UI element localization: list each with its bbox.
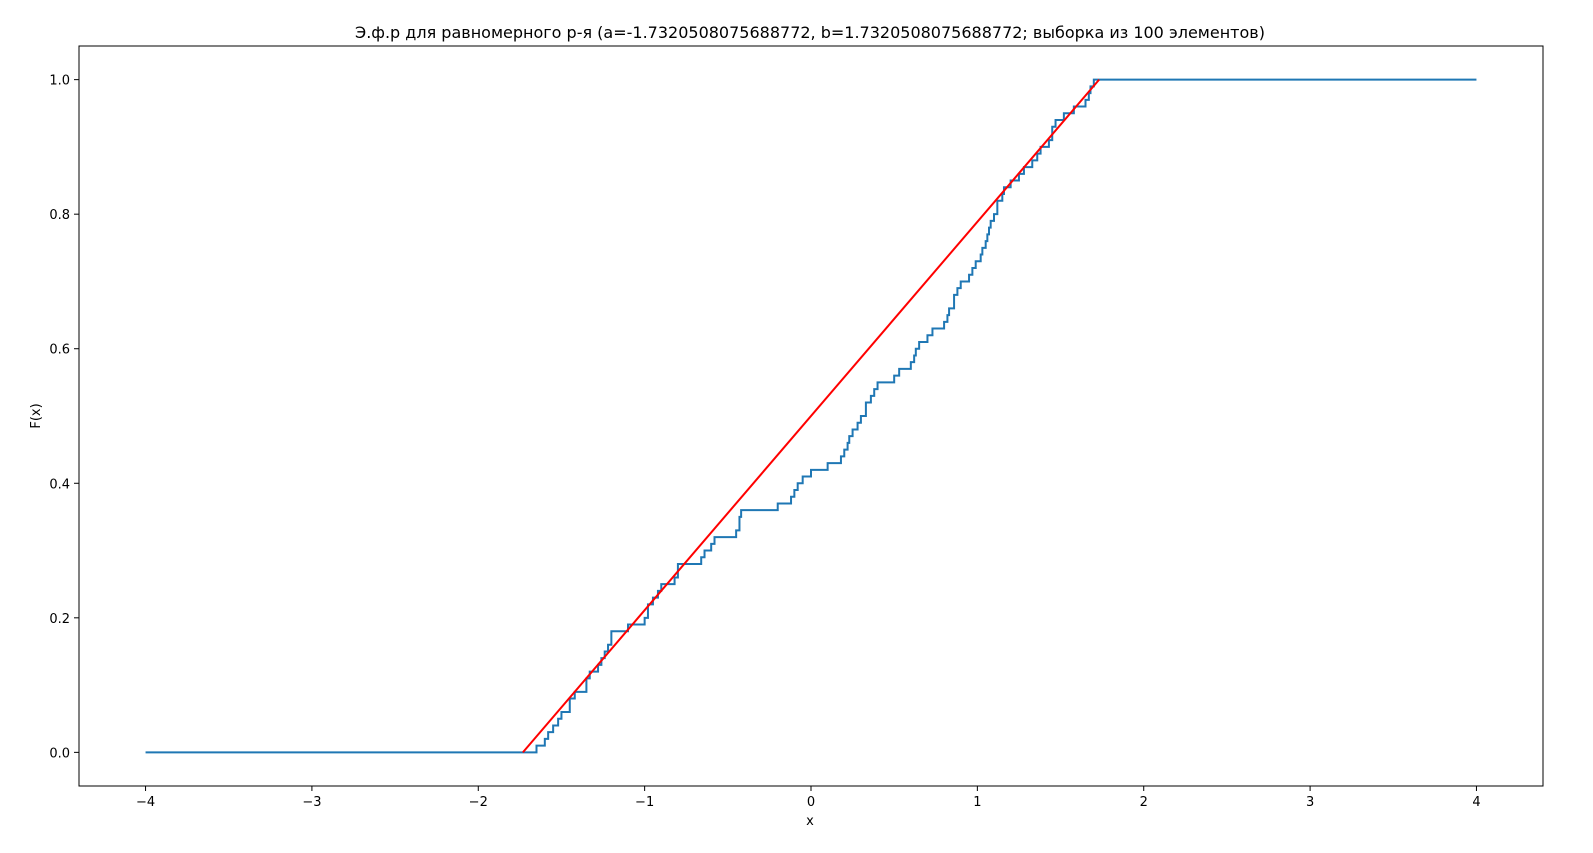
- y-tick-label: 0.0: [49, 746, 70, 761]
- x-tick-label: 1: [973, 795, 981, 810]
- x-axis: −4 −3 −2 −1 0 1 2 3 4: [136, 786, 1481, 810]
- y-tick-label: 1.0: [49, 74, 70, 89]
- x-tick-label: −4: [136, 795, 155, 810]
- y-tick-label: 0.4: [49, 477, 70, 492]
- x-tick-label: −2: [469, 795, 488, 810]
- x-tick-label: −3: [302, 795, 321, 810]
- y-tick-label: 0.6: [49, 343, 70, 358]
- x-axis-label: x: [806, 814, 814, 829]
- ecdf-step-line: [145, 78, 1477, 754]
- x-tick-label: 2: [1140, 795, 1148, 810]
- chart-title: Э.ф.р для равномерного р-я (a=-1.7320508…: [355, 23, 1265, 42]
- x-tick-label: −1: [635, 795, 654, 810]
- plot-area: [145, 78, 1477, 754]
- x-tick-label: 4: [1472, 795, 1480, 810]
- y-tick-label: 0.2: [49, 612, 70, 627]
- x-tick-label: 3: [1306, 795, 1314, 810]
- y-axis: 0.0 0.2 0.4 0.6 0.8 1.0: [49, 74, 79, 761]
- y-axis-label: F(x): [29, 403, 44, 428]
- x-tick-label: 0: [807, 795, 815, 810]
- y-tick-label: 0.8: [49, 208, 70, 223]
- theoretical-cdf-line: [522, 78, 1100, 754]
